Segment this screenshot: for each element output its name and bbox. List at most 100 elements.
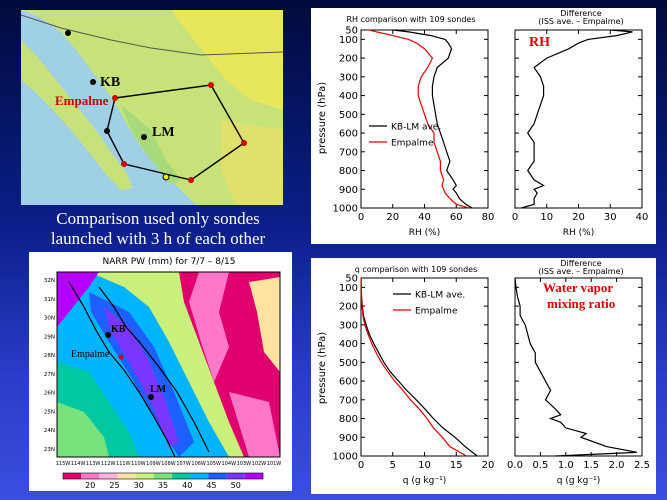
colorbar-tick-label: 40	[182, 481, 192, 490]
map2-label-kb: KB	[111, 324, 126, 335]
colorbar-swatch	[81, 473, 100, 479]
colorbar-swatch	[63, 473, 82, 479]
y-tick-label: 200	[339, 302, 358, 313]
lon-tick-label: 104W	[222, 461, 237, 467]
caption-line-1: Comparison used only sondes	[56, 209, 260, 228]
plot-frame	[360, 277, 489, 457]
map2-coastline	[68, 281, 176, 458]
q-left-title: q comparison with 109 sondes	[355, 265, 478, 274]
q-chart-svg: q comparison with 109 sondes Difference …	[317, 259, 650, 486]
q-right-subtitle: (ISS ave. – Empalme)	[538, 267, 623, 276]
map2-lat-ticks: 32N 31N 30N 29N 28N 27N 26N 25N 24N 23N	[44, 278, 55, 453]
rh-right-title: Difference	[560, 9, 601, 18]
lat-tick-label: 32N	[44, 278, 55, 284]
map2-svg: NARR PW (mm) for 7/7 – 8/15 KB Empalme L…	[44, 257, 282, 490]
map2-lon-ticks: 115W 114W 113W 112W 111W 110W 109W 108W 107W 106W…	[56, 461, 282, 467]
rh-annotation: RH	[529, 35, 550, 50]
colorbar-swatch	[244, 473, 263, 479]
lon-tick-label: 113W	[86, 461, 101, 467]
x-tick-label: 20	[482, 460, 495, 471]
narr-pw-map: NARR PW (mm) for 7/7 – 8/15 KB Empalme L…	[29, 252, 292, 491]
map1-svg: KB Empalme LM	[21, 10, 283, 205]
y-tick-label: 300	[339, 320, 358, 331]
map2-title: NARR PW (mm) for 7/7 – 8/15	[102, 257, 235, 267]
colorbar-swatch	[172, 473, 191, 479]
map1-station-marker	[208, 82, 214, 88]
q-right-plot: 0.0 0.5 1.0 1.5 2.0 2.5 q (g kg⁻¹)	[507, 277, 650, 486]
caption-line-2: launched with 3 h of each other	[50, 229, 266, 248]
q-annotation-line-1: Water vapor	[543, 280, 613, 295]
series-line-1	[360, 277, 467, 457]
q-comparison-panel: q comparison with 109 sondes Difference …	[311, 258, 656, 494]
series-line-0	[521, 29, 633, 209]
map2-field	[57, 272, 280, 457]
lon-tick-label: 105W	[206, 461, 221, 467]
y-tick-label: 900	[339, 185, 358, 196]
y-tick-label: 1000	[333, 204, 358, 215]
series-line-1	[368, 29, 470, 209]
x-tick-label: 80	[482, 212, 495, 223]
x-axis-label: RH (%)	[563, 228, 594, 238]
y-tick-label: 400	[339, 91, 358, 102]
plot-frame	[514, 277, 643, 457]
x-tick-label: 15	[450, 460, 463, 471]
q-annotation-line-2: mixing ratio	[547, 296, 615, 311]
rh-comparison-panel: RH comparison with 109 sondes Difference…	[311, 8, 656, 244]
lat-tick-label: 25N	[44, 409, 55, 415]
map2-colorbar: 20 25 30 35 40 45 50	[62, 472, 264, 490]
x-tick-label: 0	[358, 212, 364, 223]
colorbar-swatch	[99, 473, 118, 479]
map1-station-marker	[104, 128, 110, 134]
lon-tick-label: 112W	[101, 461, 116, 467]
x-tick-label: 1.5	[583, 460, 599, 471]
lon-tick-label: 108W	[161, 461, 176, 467]
lon-tick-label: 109W	[146, 461, 161, 467]
rh-right-plot: 0 10 20 30 40 RH (%)	[512, 29, 649, 238]
y-tick-label: 300	[339, 72, 358, 83]
lon-tick-label: 103W	[237, 461, 252, 467]
q-right-title: Difference	[560, 259, 601, 268]
x-tick-label: 60	[450, 212, 463, 223]
lat-tick-label: 28N	[44, 353, 55, 359]
colorbar-swatch	[135, 473, 154, 479]
colorbar-tick-label: 30	[134, 481, 144, 490]
map2-frame	[56, 271, 281, 458]
legend-label: Empalme	[415, 307, 458, 317]
y-tick-label: 600	[339, 129, 358, 140]
map1-label-lm: LM	[152, 125, 175, 140]
y-tick-label: 100	[339, 35, 358, 46]
colorbar-frame	[62, 472, 264, 480]
map1-empalme-marker	[112, 95, 118, 101]
rh-chart-svg: RH comparison with 109 sondes Difference…	[317, 9, 649, 238]
colorbar-tick-label: 25	[109, 481, 119, 490]
legend-label: Empalme	[391, 139, 434, 149]
rh-left-title: RH comparison with 109 sondes	[347, 15, 476, 24]
x-axis-label: q (g kg⁻¹)	[557, 476, 600, 486]
x-axis-label: RH (%)	[409, 228, 440, 238]
x-tick-label: 10	[540, 212, 553, 223]
legend-label: KB-LM ave.	[415, 291, 465, 301]
y-tick-label: 50	[345, 26, 358, 37]
x-tick-label: 1.0	[558, 460, 574, 471]
x-tick-label: 0	[358, 460, 364, 471]
x-tick-label: 40	[418, 212, 431, 223]
sonde-location-map: KB Empalme LM	[21, 10, 283, 205]
x-tick-label: 40	[636, 212, 649, 223]
x-tick-label: 10	[418, 460, 431, 471]
map1-kb-marker	[90, 79, 96, 85]
map1-station-marker	[241, 140, 247, 146]
rh-right-subtitle: (ISS ave. – Empalme)	[538, 17, 623, 26]
map1-peninsula	[21, 40, 133, 190]
y-tick-label: 400	[339, 339, 358, 350]
y-tick-label: 800	[339, 414, 358, 425]
map2-coastline	[98, 286, 210, 453]
lon-tick-label: 114W	[71, 461, 86, 467]
rh-ylabel: pressure (hPa)	[317, 82, 328, 154]
lon-tick-label: 101W	[267, 461, 282, 467]
lat-tick-label: 30N	[44, 316, 55, 322]
q-ylabel: pressure (hPa)	[317, 332, 328, 404]
colorbar-swatch	[226, 473, 245, 479]
lat-tick-label: 31N	[44, 297, 55, 303]
map2-label-empalme: Empalme	[71, 349, 110, 360]
lon-tick-label: 111W	[116, 461, 131, 467]
